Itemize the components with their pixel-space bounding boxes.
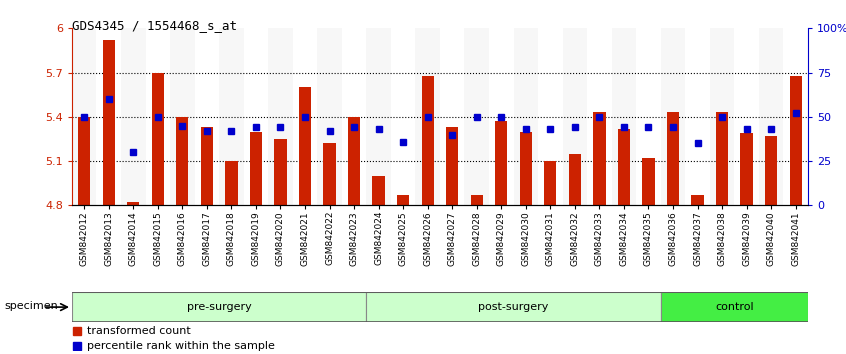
Bar xyxy=(667,113,679,205)
Bar xyxy=(397,195,409,205)
Bar xyxy=(151,73,164,205)
Bar xyxy=(72,28,96,205)
Bar xyxy=(489,28,514,205)
Bar xyxy=(612,28,636,205)
Bar xyxy=(366,28,391,205)
Bar xyxy=(195,28,219,205)
Bar xyxy=(661,292,808,322)
Text: specimen: specimen xyxy=(4,301,58,310)
Bar xyxy=(495,121,508,205)
Bar xyxy=(440,28,464,205)
Bar xyxy=(685,28,710,205)
Bar xyxy=(78,117,91,205)
Bar xyxy=(661,28,685,205)
Bar xyxy=(716,113,728,205)
Bar xyxy=(538,28,563,205)
Bar xyxy=(514,28,538,205)
Bar xyxy=(348,117,360,205)
Bar xyxy=(618,129,630,205)
Bar xyxy=(759,28,783,205)
Bar xyxy=(366,292,661,322)
Bar xyxy=(587,28,612,205)
Bar xyxy=(274,139,287,205)
Bar xyxy=(342,28,366,205)
Bar xyxy=(783,28,808,205)
Bar xyxy=(170,28,195,205)
Bar xyxy=(127,202,140,205)
Bar xyxy=(740,133,753,205)
Bar xyxy=(569,154,581,205)
Bar xyxy=(789,75,802,205)
Text: post-surgery: post-surgery xyxy=(478,302,549,312)
Bar xyxy=(734,28,759,205)
Bar xyxy=(464,28,489,205)
Bar xyxy=(225,161,238,205)
Bar xyxy=(446,127,459,205)
Bar xyxy=(176,117,189,205)
Bar xyxy=(593,113,606,205)
Bar xyxy=(299,87,311,205)
Bar xyxy=(317,28,342,205)
Text: percentile rank within the sample: percentile rank within the sample xyxy=(86,341,274,351)
Bar xyxy=(244,28,268,205)
Bar xyxy=(372,176,385,205)
Bar xyxy=(470,195,483,205)
Bar xyxy=(710,28,734,205)
Bar xyxy=(415,28,440,205)
Bar xyxy=(765,136,777,205)
Bar xyxy=(691,195,704,205)
Text: pre-surgery: pre-surgery xyxy=(187,302,251,312)
Bar xyxy=(146,28,170,205)
Bar xyxy=(201,127,213,205)
Text: transformed count: transformed count xyxy=(86,326,190,336)
Bar xyxy=(544,161,557,205)
Text: GDS4345 / 1554468_s_at: GDS4345 / 1554468_s_at xyxy=(72,19,237,33)
Bar xyxy=(268,28,293,205)
Bar xyxy=(636,28,661,205)
Bar xyxy=(102,40,115,205)
Bar xyxy=(391,28,415,205)
Bar xyxy=(219,28,244,205)
Bar xyxy=(96,28,121,205)
Bar xyxy=(421,75,434,205)
Bar xyxy=(519,132,532,205)
Bar xyxy=(250,132,262,205)
Bar xyxy=(642,158,655,205)
Text: control: control xyxy=(715,302,754,312)
Bar xyxy=(72,292,366,322)
Bar xyxy=(121,28,146,205)
Bar xyxy=(563,28,587,205)
Bar xyxy=(323,143,336,205)
Bar xyxy=(293,28,317,205)
